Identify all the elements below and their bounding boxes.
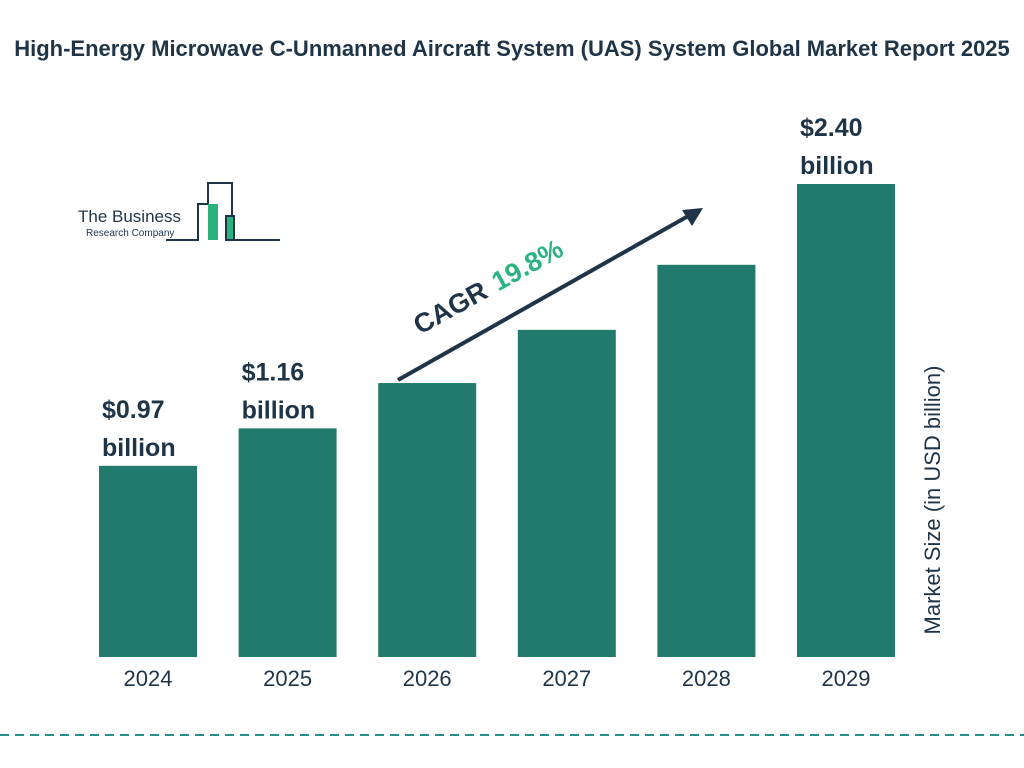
value-label: $1.16 billion bbox=[242, 358, 316, 424]
bar bbox=[99, 465, 197, 657]
logo-bar bbox=[208, 204, 218, 240]
logo-bar bbox=[225, 215, 235, 241]
x-tick-label: 2027 bbox=[542, 666, 591, 691]
x-tick-label: 2026 bbox=[403, 666, 452, 691]
cagr-arrow bbox=[397, 213, 691, 382]
logo-outline bbox=[166, 182, 280, 241]
value-label: $0.97 billion bbox=[102, 396, 176, 462]
bar bbox=[517, 329, 616, 657]
value-label: $2.40 billion bbox=[800, 114, 874, 180]
x-tick-label: 2028 bbox=[682, 666, 731, 691]
chart-title: High-Energy Microwave C-Unmanned Aircraf… bbox=[14, 36, 1010, 61]
x-tick-label: 2025 bbox=[263, 666, 312, 691]
y-axis-label: Market Size (in USD billion) bbox=[920, 366, 945, 635]
bar bbox=[238, 428, 337, 657]
x-tick-label: 2024 bbox=[124, 666, 173, 691]
bar bbox=[657, 264, 756, 657]
logo: The Business Research Company bbox=[78, 182, 280, 241]
arrow-head bbox=[682, 208, 703, 226]
bar bbox=[797, 184, 895, 657]
cagr-value: 19.8% bbox=[487, 234, 569, 297]
logo-text: The Business bbox=[78, 207, 181, 226]
cagr-label: CAGR19.8% bbox=[408, 234, 568, 341]
cagr-text: CAGR bbox=[408, 275, 492, 340]
logo-subtext: Research Company bbox=[86, 228, 174, 239]
bar bbox=[378, 383, 477, 657]
x-tick-label: 2029 bbox=[822, 666, 871, 691]
